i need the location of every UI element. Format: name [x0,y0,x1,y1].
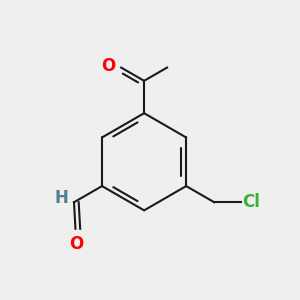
Text: O: O [69,235,83,253]
Text: H: H [55,189,69,207]
Text: O: O [102,57,116,75]
Text: Cl: Cl [242,193,260,211]
